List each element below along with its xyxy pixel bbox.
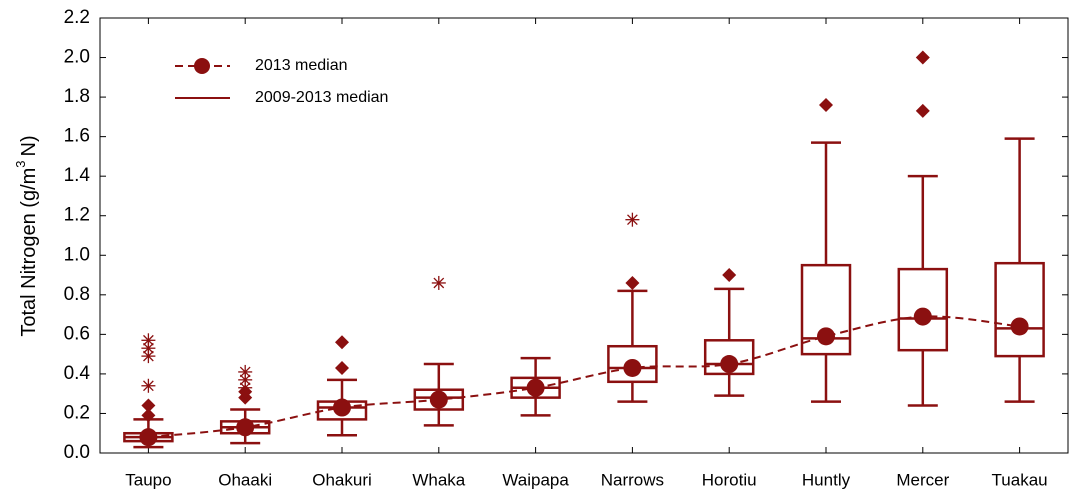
- box-group: [703, 268, 755, 397]
- outlier: [335, 360, 349, 375]
- box: [994, 261, 1045, 358]
- y-title-tail: N): [18, 135, 40, 156]
- extreme-stroke: [239, 366, 251, 378]
- extreme-stroke: [143, 380, 154, 392]
- extreme: [141, 378, 156, 393]
- x-tick-label: Waipapa: [502, 470, 569, 489]
- plot-frame: [99, 17, 1069, 454]
- outlier: [141, 408, 156, 423]
- extreme-stroke: [143, 342, 154, 354]
- legend-dot: [194, 58, 210, 74]
- x-tick-label: Ohaaki: [218, 470, 272, 489]
- legend-label: 2013 median: [255, 57, 348, 74]
- outlier: [915, 50, 930, 65]
- outlier: [141, 398, 156, 413]
- median-dot: [1010, 317, 1029, 336]
- x-tick-label: Taupo: [125, 470, 171, 489]
- y-tick-label: 1.6: [64, 126, 90, 147]
- median-dot: [913, 307, 932, 326]
- outlier: [335, 335, 349, 350]
- x-tick-label: Tuakau: [992, 470, 1048, 489]
- median-dot: [526, 378, 545, 397]
- box-group: [897, 50, 949, 407]
- extreme-stroke: [143, 350, 154, 362]
- outlier: [722, 268, 737, 283]
- extreme: [431, 275, 446, 290]
- y-title-text: Total Nitrogen (g/m: [18, 168, 40, 337]
- legend-label: 2009-2013 median: [255, 89, 388, 106]
- y-tick-label: 1.0: [64, 244, 90, 265]
- median-dot: [236, 418, 255, 437]
- y-tick-label: 2.0: [64, 47, 90, 68]
- x-tick-label: Ohakuri: [312, 470, 372, 489]
- y-tick-label: 0.8: [64, 284, 90, 305]
- box-group: [994, 137, 1045, 403]
- extreme: [141, 333, 156, 348]
- y-tick-label: 2.2: [64, 7, 90, 28]
- median-dot: [623, 358, 642, 377]
- extreme-stroke: [627, 214, 638, 226]
- median-dot: [333, 398, 351, 417]
- y-axis-title: Total Nitrogen (g/m3 N): [13, 135, 40, 336]
- y-title-sup: 3: [13, 160, 28, 167]
- x-tick-label: Horotiu: [702, 470, 757, 489]
- median-line: [148, 315, 1020, 439]
- y-tick-label: 0.0: [64, 442, 90, 463]
- y-tick-label: 0.2: [64, 402, 90, 423]
- y-tick-label: 1.4: [64, 165, 91, 186]
- extreme-stroke: [143, 334, 154, 346]
- x-tick-label: Whaka: [412, 470, 465, 489]
- median-dot: [139, 428, 158, 447]
- x-tick-label: Huntly: [802, 470, 851, 489]
- y-tick-label: 1.8: [64, 86, 90, 107]
- outlier: [915, 103, 930, 118]
- outlier: [819, 98, 833, 112]
- extreme: [238, 364, 253, 379]
- median-dot: [817, 327, 835, 346]
- y-tick-label: 0.6: [64, 323, 90, 344]
- outlier: [625, 275, 640, 290]
- median-dot: [429, 390, 448, 409]
- extreme: [625, 212, 640, 227]
- median-dot: [720, 355, 739, 374]
- box-group: [800, 98, 852, 403]
- box-group: [316, 335, 368, 437]
- extreme-stroke: [239, 382, 251, 394]
- x-tick-label: Narrows: [601, 470, 664, 489]
- y-tick-label: 1.2: [64, 205, 90, 226]
- extreme-stroke: [239, 374, 251, 386]
- y-tick-label: 0.4: [64, 363, 91, 384]
- extreme-stroke: [433, 277, 445, 289]
- x-tick-label: Mercer: [896, 470, 949, 489]
